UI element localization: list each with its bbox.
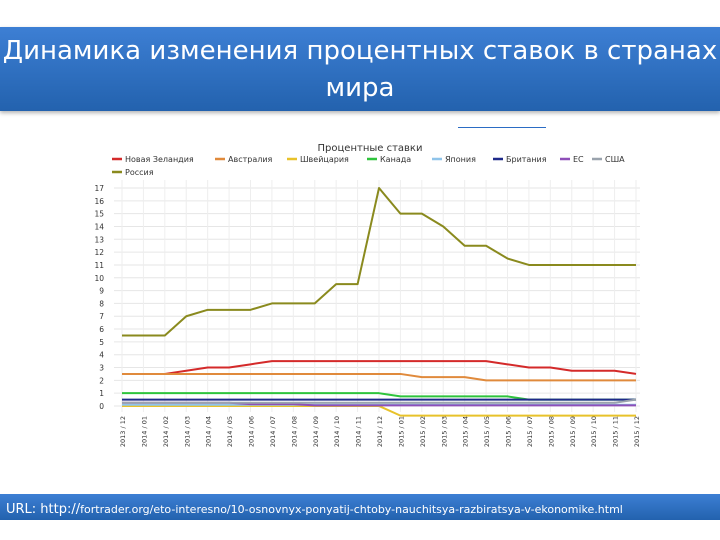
chart-title: Процентные ставки <box>318 143 423 154</box>
x-tick-label: 2014 / 04 <box>205 416 213 447</box>
url-prefix: URL: http:// <box>6 502 81 517</box>
y-tick-label: 16 <box>94 197 104 206</box>
x-tick-label: 2015 / 03 <box>440 416 448 447</box>
x-tick-label: 2015 / 05 <box>483 416 491 447</box>
x-tick-label: 2015 / 08 <box>547 416 555 447</box>
legend-label: Британия <box>506 155 547 164</box>
x-tick-label: 2014 / 10 <box>333 416 341 447</box>
x-tick-label: 2014 / 09 <box>312 416 320 447</box>
accent-underline <box>458 127 546 128</box>
legend-label: Канада <box>380 155 411 164</box>
legend-label: Россия <box>125 168 154 177</box>
legend-label: США <box>605 155 625 164</box>
y-tick-label: 13 <box>94 235 104 244</box>
y-tick-label: 3 <box>99 364 104 373</box>
y-tick-label: 11 <box>94 261 104 270</box>
x-tick-label: 2015 / 02 <box>419 416 427 447</box>
x-tick-label: 2014 / 05 <box>226 416 234 447</box>
slide-title: Динамика изменения процентных ставок в с… <box>2 36 718 103</box>
x-tick-label: 2014 / 08 <box>290 416 298 447</box>
x-tick-label: 2014 / 03 <box>183 416 191 447</box>
y-tick-label: 6 <box>99 325 104 334</box>
y-tick-label: 10 <box>94 274 104 283</box>
series-line <box>122 398 637 404</box>
legend-label: ЕС <box>573 155 584 164</box>
series-line <box>122 360 637 375</box>
legend-label: Новая Зеландия <box>125 155 194 164</box>
source-url[interactable]: URL: http://fortrader.org/eto-interesno/… <box>6 498 623 517</box>
y-tick-label: 7 <box>99 312 104 321</box>
y-tick-label: 12 <box>94 248 104 257</box>
url-bar: URL: http://fortrader.org/eto-interesno/… <box>0 494 720 520</box>
y-tick-label: 15 <box>94 210 104 219</box>
legend-label: Австралия <box>228 155 273 164</box>
y-tick-label: 2 <box>99 376 104 385</box>
y-tick-label: 8 <box>99 299 104 308</box>
x-tick-label: 2014 / 01 <box>140 416 148 447</box>
title-bar: Динамика изменения процентных ставок в с… <box>0 27 720 111</box>
x-tick-label: 2015 / 10 <box>590 416 598 447</box>
url-link[interactable]: fortrader.org/eto-interesno/10-osnovnyx-… <box>80 503 623 516</box>
x-tick-label: 2015 / 11 <box>612 416 620 447</box>
y-tick-label: 17 <box>94 184 104 193</box>
y-tick-label: 1 <box>99 389 104 398</box>
x-tick-label: 2014 / 11 <box>355 416 363 447</box>
x-tick-label: 2014 / 07 <box>269 416 277 447</box>
series-line <box>122 372 636 382</box>
x-tick-label: 2014 / 12 <box>376 416 384 447</box>
x-tick-label: 2015 / 07 <box>526 416 534 447</box>
x-tick-label: 2015 / 12 <box>633 416 641 447</box>
x-tick-label: 2015 / 09 <box>569 416 577 447</box>
y-tick-label: 5 <box>99 338 104 347</box>
y-tick-label: 0 <box>99 402 104 411</box>
series-line <box>122 187 636 337</box>
y-tick-label: 14 <box>94 222 104 231</box>
x-tick-label: 2015 / 01 <box>397 416 405 447</box>
y-tick-label: 4 <box>99 351 104 360</box>
x-tick-label: 2014 / 02 <box>162 416 170 447</box>
legend-label: Швейцария <box>300 155 349 164</box>
y-tick-label: 9 <box>99 287 104 296</box>
x-tick-label: 2013 / 12 <box>119 416 127 447</box>
x-tick-label: 2015 / 04 <box>462 416 470 447</box>
x-tick-label: 2014 / 06 <box>248 416 256 447</box>
legend-label: Япония <box>445 155 476 164</box>
x-tick-label: 2015 / 06 <box>505 416 513 447</box>
